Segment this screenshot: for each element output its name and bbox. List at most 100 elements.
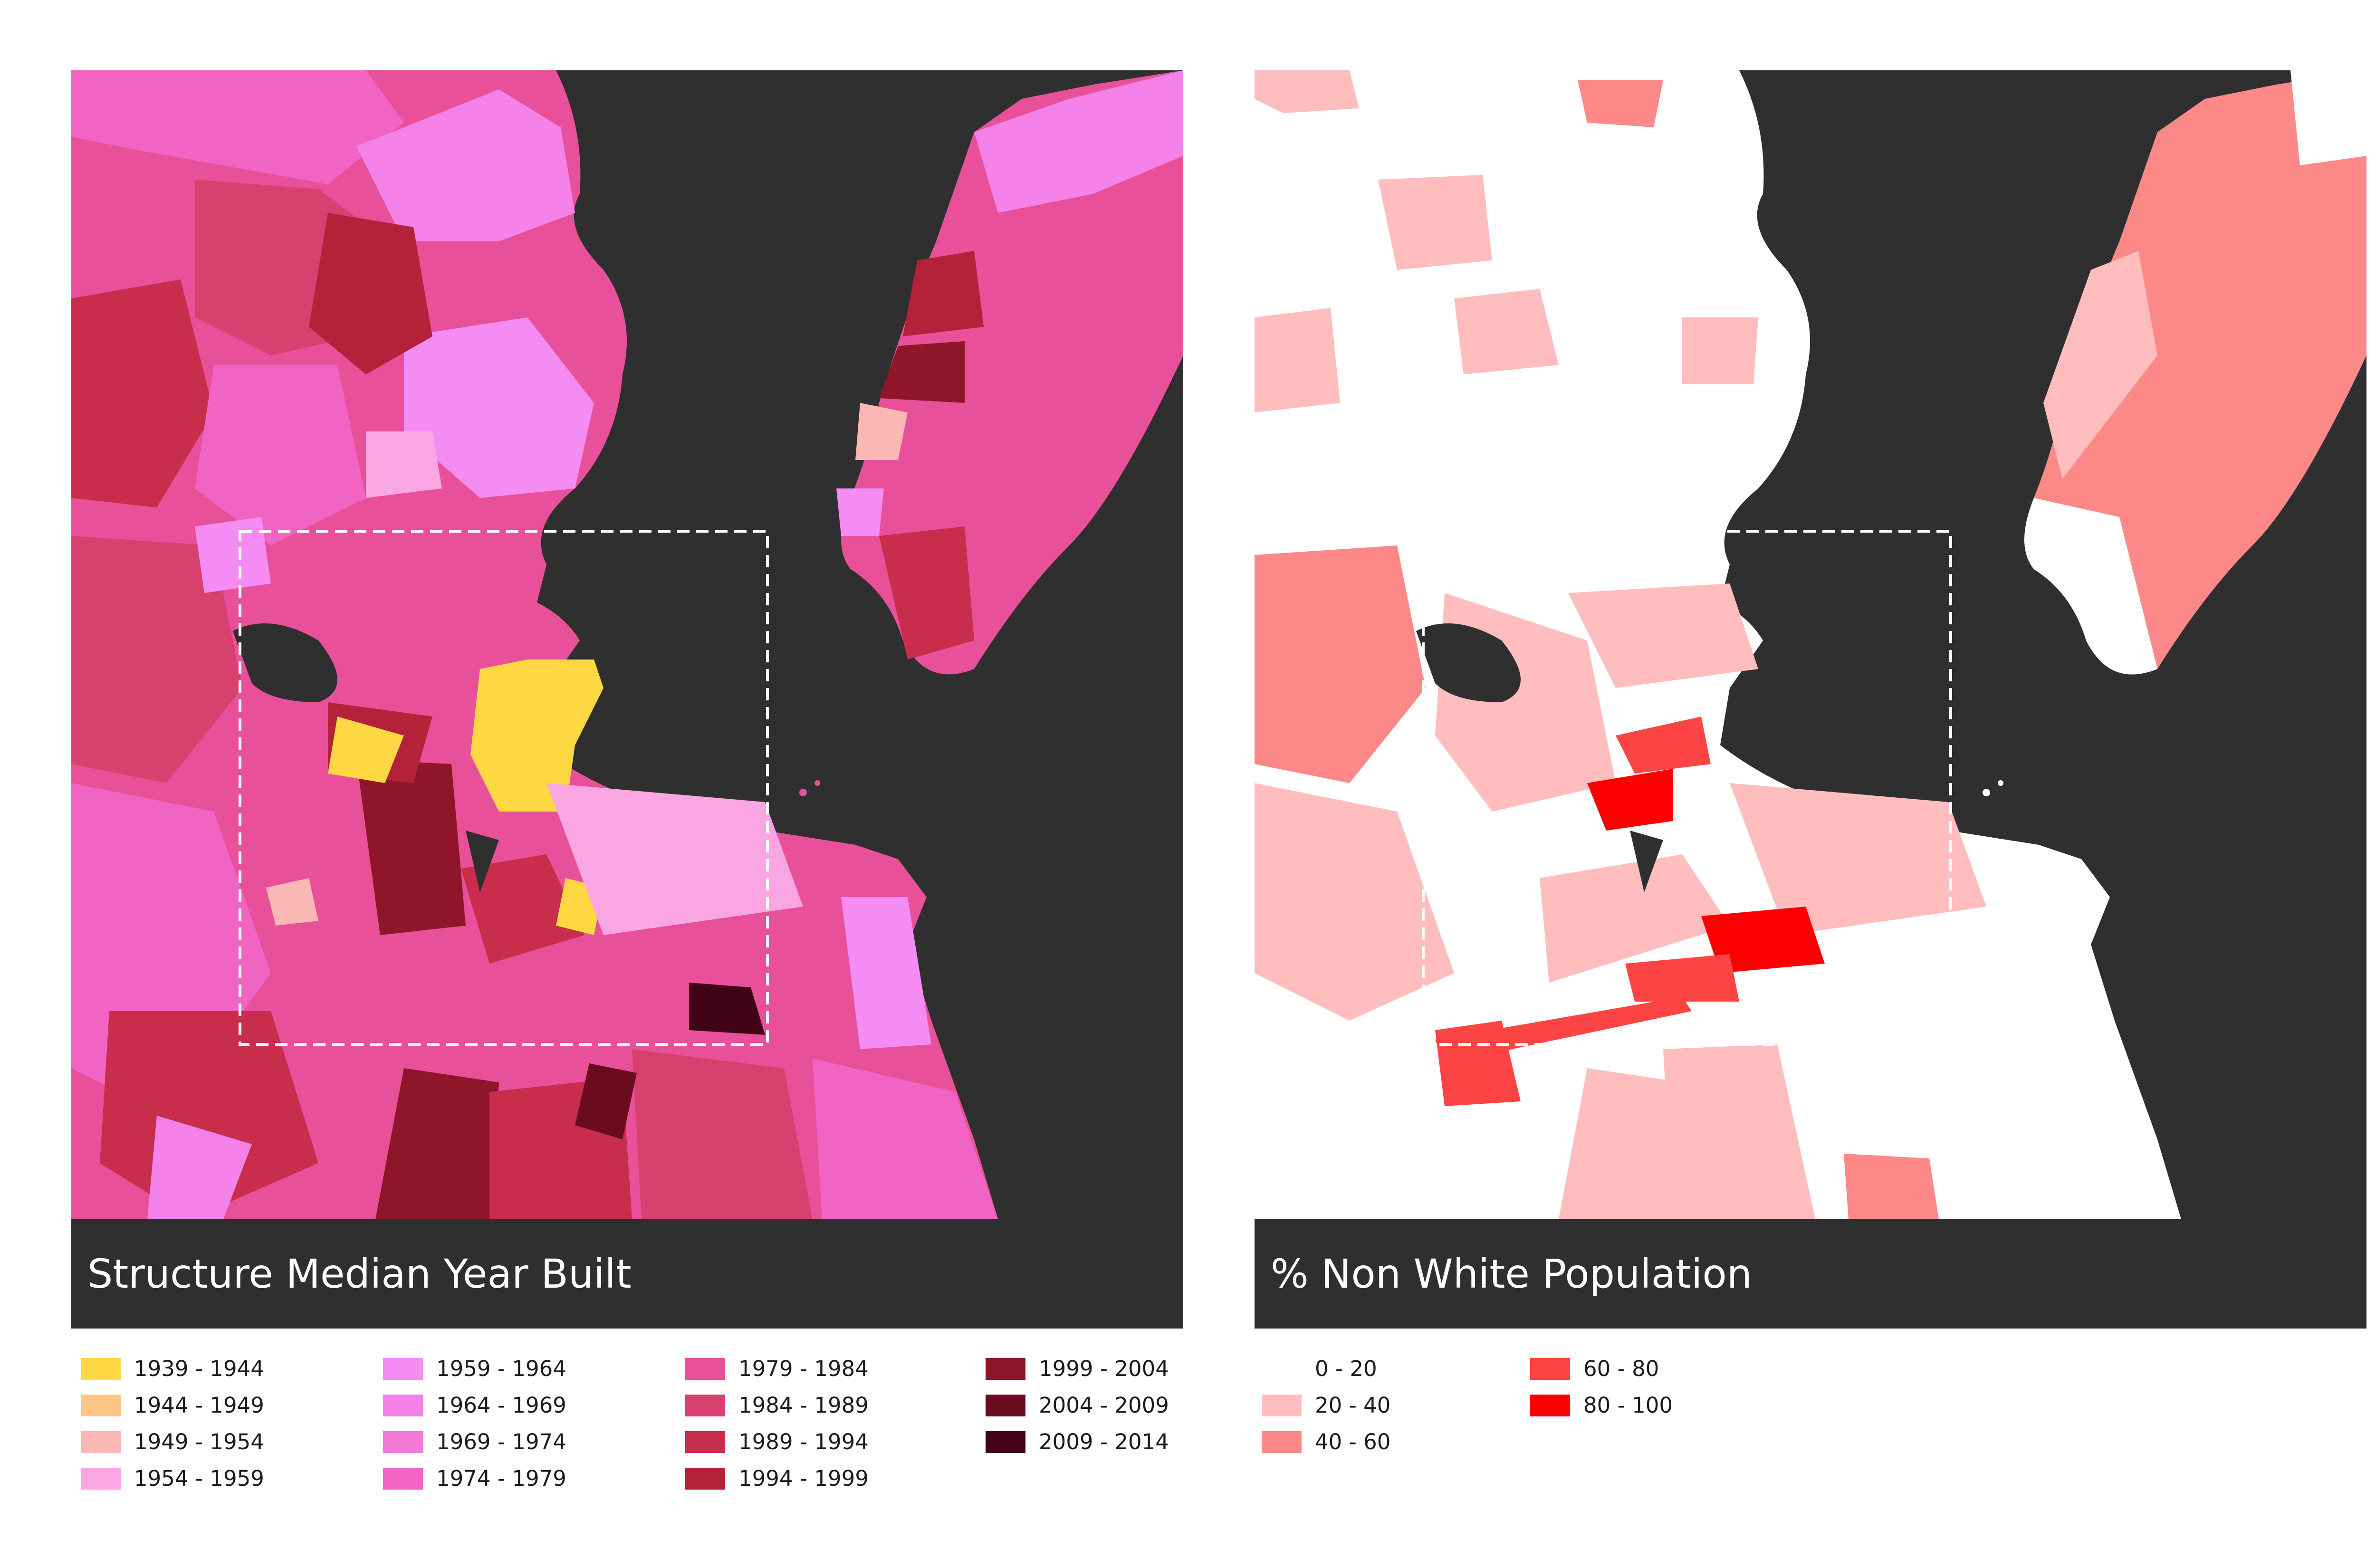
- legend-item: 1984 - 1989: [685, 1391, 970, 1419]
- district-w: [366, 431, 442, 498]
- peninsula-top: [2290, 70, 2366, 165]
- legend-label: 2009 - 2014: [1039, 1429, 1169, 1454]
- peninsula-district-c: [879, 341, 965, 403]
- tract-pink-k: [1663, 1044, 1815, 1219]
- map-year-built[interactable]: [71, 70, 1183, 1219]
- legend-swatch: [383, 1468, 423, 1490]
- legend-label: 1949 - 1954: [134, 1429, 264, 1454]
- oldest-core-2: [328, 717, 404, 783]
- legend-swatch: [81, 1358, 121, 1380]
- district-h: [71, 536, 242, 783]
- year-built-title: Structure Median Year Built: [87, 1251, 632, 1297]
- tract-pink-f: [1255, 545, 1426, 783]
- legend-swatch: [1530, 1358, 1570, 1380]
- legend-item: 1964 - 1969: [383, 1391, 668, 1419]
- legend-label: 1964 - 1969: [436, 1393, 566, 1418]
- legend-item: 2009 - 2014: [986, 1427, 1271, 1456]
- tract-red-strip: [1435, 997, 1692, 1063]
- legend-swatch: [685, 1468, 725, 1490]
- tract-pink-i: [1540, 854, 1730, 983]
- legend-item: 40 - 60: [1262, 1427, 1547, 1456]
- tract-pink-d: [1454, 289, 1559, 374]
- tract-pink-l: [1844, 1154, 1939, 1219]
- channel: [1630, 831, 1663, 892]
- small-islet-2: [814, 780, 820, 786]
- inner-bay: [1416, 623, 1521, 702]
- legend-label: 60 - 80: [1583, 1356, 1659, 1381]
- legend-swatch: [81, 1431, 121, 1453]
- legend-item: 1979 - 1984: [685, 1354, 970, 1383]
- non-white-title: % Non White Population: [1271, 1251, 1752, 1297]
- district-q: [841, 897, 931, 1049]
- small-islet: [799, 789, 807, 796]
- legend-label: 80 - 100: [1583, 1393, 1673, 1418]
- old-district-pink: [546, 783, 803, 935]
- legend-item: 0 - 20: [1262, 1354, 1547, 1383]
- district-k: [147, 1116, 252, 1219]
- legend-label: 1979 - 1984: [738, 1356, 869, 1381]
- tract-pink-a: [1255, 70, 1359, 113]
- tract-pink-e: [1682, 317, 1758, 384]
- tract-red-south-2: [1625, 954, 1739, 1002]
- legend-label: 2004 - 2009: [1039, 1393, 1169, 1418]
- channel: [466, 831, 499, 892]
- legend-item: 1954 - 1959: [81, 1464, 366, 1492]
- district-u: [575, 1063, 637, 1139]
- year-built-map-canvas: [71, 70, 1183, 1219]
- tract-pink-n: [1568, 583, 1758, 688]
- legend-label: 1944 - 1949: [134, 1393, 264, 1418]
- legend-swatch: [685, 1431, 725, 1453]
- district-t: [689, 983, 765, 1035]
- legend-swatch: [383, 1395, 423, 1416]
- district-o: [632, 1049, 813, 1219]
- legend-label: 1984 - 1989: [738, 1393, 869, 1418]
- peninsula-white: [2024, 498, 2157, 675]
- legend-item: 1994 - 1999: [685, 1464, 970, 1492]
- non-white-title-bar: % Non White Population: [1255, 1219, 2366, 1329]
- district-e: [404, 317, 594, 498]
- tract-red-core: [1587, 769, 1673, 831]
- legend-label: 1939 - 1944: [134, 1356, 264, 1381]
- legend-item: 1944 - 1949: [81, 1391, 366, 1419]
- legend-swatch: [81, 1468, 121, 1490]
- tract-red-south: [1701, 907, 1825, 973]
- tract-pink-m: [1730, 783, 1986, 935]
- peninsula-district-b: [903, 251, 984, 336]
- legend-label: 1969 - 1974: [436, 1429, 566, 1454]
- legend-label: 1959 - 1964: [436, 1356, 566, 1381]
- legend-swatch: [685, 1395, 725, 1416]
- legend-label: 0 - 20: [1315, 1356, 1377, 1381]
- tract-pink-g: [1255, 783, 1454, 1021]
- non-white-map-canvas: [1255, 70, 2366, 1219]
- district-v: [195, 517, 271, 593]
- legend-label: 1999 - 2004: [1039, 1356, 1169, 1381]
- legend-swatch: [383, 1358, 423, 1380]
- district-d: [356, 89, 575, 241]
- legend-swatch: [1530, 1395, 1570, 1416]
- legend-swatch: [1262, 1395, 1302, 1416]
- tract-pink-b: [1578, 80, 1663, 127]
- legend-label: 1974 - 1979: [436, 1466, 566, 1491]
- legend-item: 1939 - 1944: [81, 1354, 366, 1383]
- small-islet: [1983, 789, 1990, 796]
- district-l: [356, 759, 466, 935]
- legend-item: 1989 - 1994: [685, 1427, 970, 1456]
- peninsula-light: [2043, 251, 2157, 479]
- district-c: [71, 279, 214, 507]
- map-non-white[interactable]: [1255, 70, 2366, 1219]
- legend-swatch: [1262, 1431, 1302, 1453]
- legend-swatch: [383, 1431, 423, 1453]
- legend-item: 2004 - 2009: [986, 1391, 1271, 1419]
- district-f: [309, 213, 432, 374]
- district-s: [461, 854, 584, 964]
- legend-item: 80 - 100: [1530, 1391, 1815, 1419]
- peninsula-district-e: [879, 526, 974, 660]
- study-area-frame: [239, 530, 769, 1046]
- tract-pink-o: [1255, 308, 1340, 412]
- study-area-frame: [1422, 530, 1952, 1046]
- district-p: [813, 1059, 998, 1219]
- legend-item: 60 - 80: [1530, 1354, 1815, 1383]
- legend-item: 1969 - 1974: [383, 1427, 668, 1456]
- district-m: [375, 1068, 499, 1219]
- legend-label: 1989 - 1994: [738, 1429, 869, 1454]
